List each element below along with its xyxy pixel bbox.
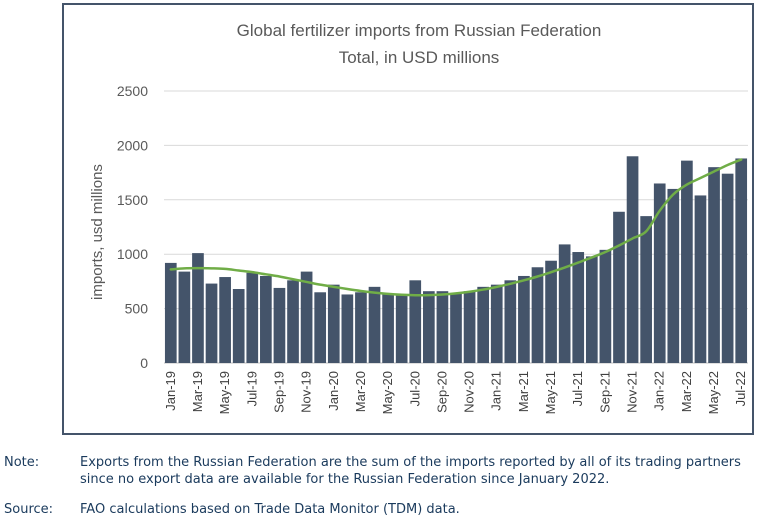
x-tick-label: Sep-21 [597, 371, 612, 413]
chart-title: Global fertilizer imports from Russian F… [237, 21, 602, 40]
bar [640, 216, 652, 363]
trendline [169, 158, 743, 297]
bar [300, 271, 313, 363]
bar [599, 249, 612, 363]
note-label: Note: [4, 455, 40, 470]
bar [450, 293, 462, 363]
x-tick-label: Mar-22 [679, 371, 694, 412]
x-tick-label: May-20 [380, 371, 395, 414]
bar [531, 267, 544, 363]
bar [409, 280, 422, 363]
x-tick-label: Jan-22 [652, 371, 667, 411]
note-text: Exports from the Russian Federation are … [80, 455, 741, 487]
bar [192, 253, 204, 363]
chart-subtitle: Total, in USD millions [339, 48, 500, 67]
x-axis-ticks: Jan-19 Mar-19 May-19 Jul-19 Sep-19 Nov-19 Jan-… [163, 371, 748, 414]
bar [572, 252, 585, 363]
bar [395, 295, 408, 363]
bar [681, 160, 693, 363]
bar [545, 260, 557, 363]
bar [694, 195, 707, 363]
x-tick-label: Mar-20 [353, 371, 368, 412]
y-axis-ticks: 0 500 1000 1500 2000 2500 [117, 83, 148, 371]
bar [260, 275, 272, 363]
bar [314, 292, 327, 363]
y-tick-label: 500 [125, 301, 149, 317]
bar [613, 211, 625, 363]
y-tick-label: 1500 [117, 192, 148, 208]
bar [558, 244, 571, 363]
bar [721, 173, 734, 363]
bar [477, 286, 490, 363]
x-tick-label: Jul-19 [244, 371, 259, 406]
bar [585, 256, 598, 363]
x-tick-label: Jan-20 [326, 371, 341, 411]
bar [273, 287, 286, 363]
bar [626, 156, 639, 363]
x-tick-label: May-21 [543, 371, 558, 414]
x-tick-label: Sep-20 [434, 371, 449, 413]
bar [708, 167, 720, 363]
x-tick-label: Mar-19 [190, 371, 205, 412]
bar [490, 284, 503, 363]
bar [287, 280, 299, 363]
y-tick-label: 0 [140, 355, 148, 371]
x-tick-label: Sep-19 [271, 371, 286, 413]
trendline-series [169, 158, 743, 297]
bar [219, 277, 231, 363]
bar [504, 280, 517, 363]
y-axis-label: imports, usd millions [89, 164, 106, 300]
chart-frame: Global fertilizer imports from Russian F… [62, 3, 754, 435]
bar [355, 292, 367, 363]
bar [232, 289, 245, 363]
x-tick-label: Jul-20 [407, 371, 422, 406]
source-label: Source: [4, 502, 54, 517]
bar [205, 283, 218, 363]
y-tick-label: 1000 [117, 246, 148, 262]
chart-area: Global fertilizer imports from Russian F… [89, 21, 748, 414]
bar [368, 286, 381, 363]
bar [178, 271, 191, 363]
bar [164, 262, 177, 363]
x-tick-label: Jan-21 [489, 371, 504, 411]
bar [382, 293, 394, 363]
x-tick-label: Nov-21 [625, 371, 640, 413]
bar-series [164, 156, 748, 363]
bar [463, 291, 476, 363]
bar [246, 272, 259, 363]
bar [653, 183, 666, 363]
x-tick-label: Jul-22 [733, 371, 748, 406]
x-tick-label: Jul-21 [570, 371, 585, 406]
x-tick-label: May-22 [706, 371, 721, 414]
bar [327, 284, 340, 363]
y-tick-label: 2000 [117, 137, 148, 153]
x-tick-label: Nov-20 [462, 371, 477, 413]
bar [735, 158, 748, 363]
x-tick-label: Jan-19 [163, 371, 178, 411]
x-tick-label: Nov-19 [299, 371, 314, 413]
source-text: FAO calculations based on Trade Data Mon… [80, 502, 460, 517]
bar [436, 291, 449, 363]
y-tick-label: 2500 [117, 83, 148, 99]
x-tick-label: Mar-21 [516, 371, 531, 412]
bar [667, 188, 680, 363]
bar [341, 294, 354, 363]
x-tick-label: May-19 [217, 371, 232, 414]
bar [422, 291, 435, 363]
bar [518, 275, 530, 363]
